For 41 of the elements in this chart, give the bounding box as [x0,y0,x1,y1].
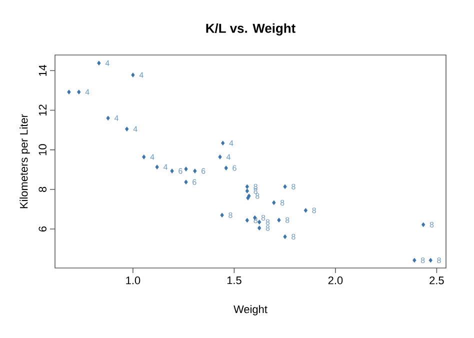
y-tick-label: 6 [38,226,46,232]
point [224,166,228,170]
x-tick-label: 2.0 [328,276,343,284]
point [245,184,250,190]
point [155,164,159,170]
point [221,140,225,146]
x-tick-label: 2.5 [430,276,444,284]
x-tick-label: 1.5 [227,276,242,284]
point [218,154,222,160]
y-tick-label: 14 [38,64,46,76]
point [220,212,224,218]
point [184,180,188,184]
point [245,188,250,194]
point [97,60,101,66]
y-axis-title: Kilometers per Liter [20,114,30,208]
point [125,126,129,132]
point [184,166,188,172]
point [245,218,250,223]
point [277,218,281,222]
point [412,258,416,263]
point [131,72,135,78]
point [428,258,432,263]
point [170,168,174,174]
y-tick-label: 10 [38,144,46,156]
x-axis-title: Weight [234,305,268,316]
point [421,222,426,228]
point [257,220,262,224]
point [283,184,287,190]
point [77,90,81,94]
point [257,226,262,230]
chart-title: K/L vs. Weight [206,23,296,36]
point [304,208,308,213]
y-tick-label: 8 [38,186,46,192]
x-tick-label: 1.0 [126,276,140,284]
point [142,154,146,160]
point [106,116,110,121]
point [193,168,197,174]
point [272,200,276,206]
point [67,90,71,94]
y-tick-label: 12 [38,104,46,116]
point [283,234,287,240]
